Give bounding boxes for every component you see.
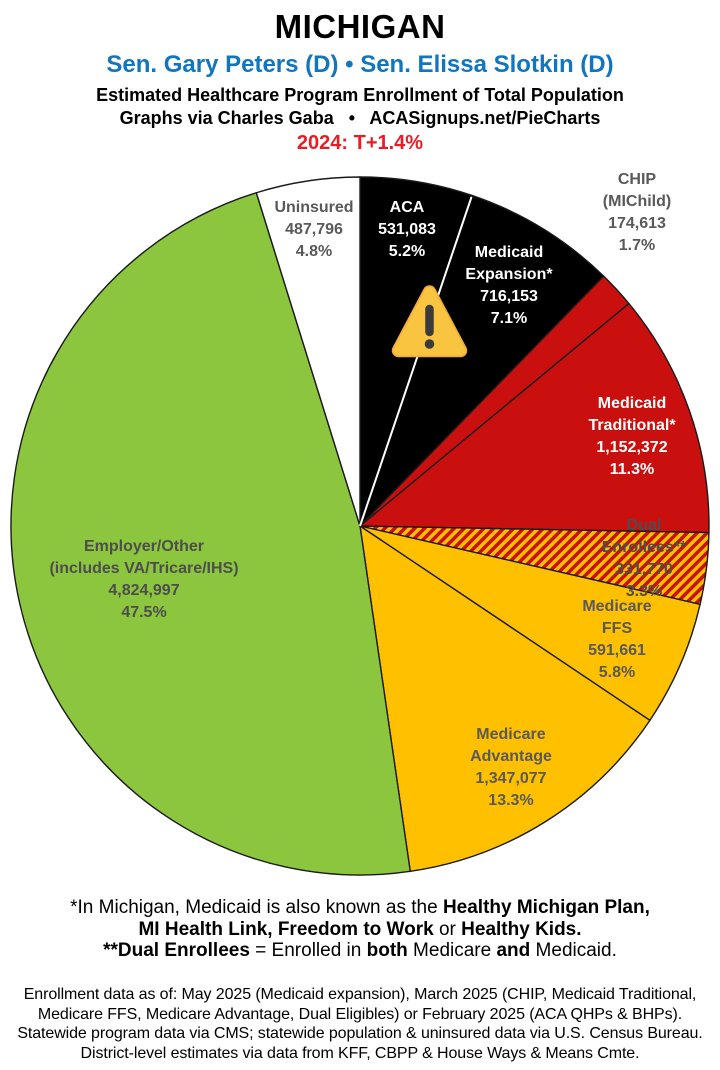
pie-slice-medicaid-traditional <box>359 302 710 534</box>
partisan-lean-badge: 2024: T+1.4% <box>296 132 424 154</box>
warning-icon <box>391 285 468 358</box>
footnote-sources: Enrollment data as of: May 2025 (Medicai… <box>0 985 720 1063</box>
pie-slice-medicare-ffs <box>359 525 701 722</box>
footnote-definition-line-2: MI Health Link, Freedom to Work or Healt… <box>138 918 582 940</box>
footnote-source-line-4: District-level estimates via data from K… <box>80 1044 640 1062</box>
aca-expansion-divider <box>359 196 473 527</box>
state-title: MICHIGAN <box>274 8 446 45</box>
chart-subtitle: Estimated Healthcare Program Enrollment … <box>96 85 624 105</box>
pie-slice-medicare-advantage <box>359 525 651 873</box>
pie-slice-medicaid-expansion <box>359 194 605 527</box>
senators-line: Sen. Gary Peters (D) • Sen. Elissa Slotk… <box>106 51 614 78</box>
footnote-definition-line-3: **Dual Enrollees = Enrolled in both Medi… <box>103 940 617 961</box>
footnote-source-line-3: Statewide program data via CMS; statewid… <box>17 1025 703 1042</box>
pie-slices <box>10 176 710 876</box>
attribution-line: Graphs via Charles Gaba • ACASignups.net… <box>119 108 601 128</box>
pie-slice-employer-other <box>10 192 411 876</box>
pie-slice-uninsured <box>255 176 361 527</box>
pie-slice-dividers <box>359 196 473 527</box>
footnote-source-line-1: Enrollment data as of: May 2025 (Medicai… <box>23 986 697 1003</box>
footnote-definitions: *In Michigan, Medicaid is also known as … <box>0 897 720 962</box>
footnote-source-line-2: Medicare FFS, Medicare Advantage, Dual E… <box>37 1005 683 1023</box>
footnote-definition-line-1: *In Michigan, Medicaid is also known as … <box>70 897 650 918</box>
